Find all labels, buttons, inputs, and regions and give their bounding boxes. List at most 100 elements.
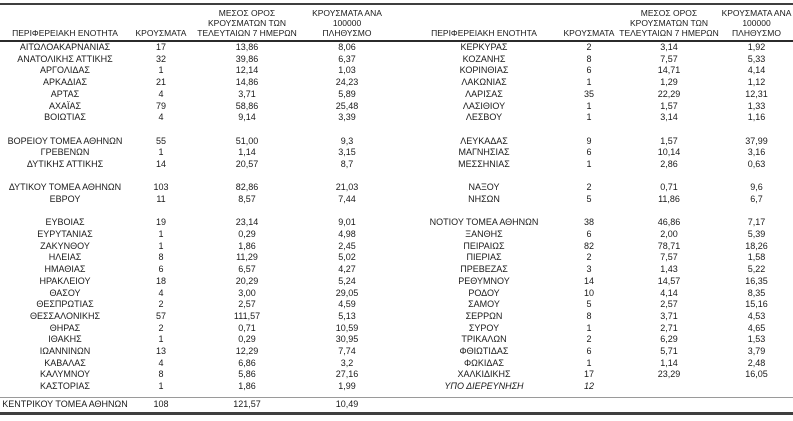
right-cases-cell: [560, 206, 618, 218]
column-gap: [392, 206, 408, 218]
left-per100k-cell: 8,06: [338, 42, 356, 53]
column-gap: [392, 41, 408, 54]
left-cases-cell: 4: [158, 287, 164, 298]
table-row: ΙΘΑΚΗΣ 1 0,29 30,95 ΤΡΙΚΑΛΩΝ 2 6,29 1,53: [0, 334, 793, 346]
table-row: ΘΗΡΑΣ 2 0,71 10,59 ΣΥΡΟΥ 1 2,71 4,65: [0, 323, 793, 335]
right-avg7-cell: 1,29: [660, 77, 678, 88]
left-cases-cell: 14: [155, 158, 166, 169]
right-region-cell: [408, 171, 560, 183]
column-gap: [392, 217, 408, 229]
left-per100k-cell: 10,59: [335, 322, 359, 333]
column-gap: [392, 276, 408, 288]
left-avg7-cell: 1,14: [238, 147, 256, 158]
left-region-cell: ΕΥΒΟΙΑΣ: [45, 217, 85, 228]
right-per100k-cell: [720, 171, 793, 183]
left-cases-cell: 6: [158, 264, 164, 275]
left-cases-cell: 18: [155, 275, 166, 286]
right-cases-cell: 1: [586, 322, 592, 333]
left-region-cell: ΔΥΤΙΚΟΥ ΤΟΜΕΑ ΑΘΗΝΩΝ: [8, 182, 122, 193]
right-per100k-cell: [720, 381, 793, 393]
right-region-cell: ΞΑΝΘΗΣ: [465, 229, 503, 240]
table-row: ΕΒΡΟΥ 11 8,57 7,44 ΝΗΣΩΝ 5 11,86 6,7: [0, 194, 793, 206]
table-row: ΔΥΤΙΚΟΥ ΤΟΜΕΑ ΑΘΗΝΩΝ 103 82,86 21,03 ΝΑΞΟΥ 2 0…: [0, 182, 793, 194]
left-per100k-cell: 8,7: [340, 158, 354, 169]
column-gap: [392, 171, 408, 183]
header-per100k-left: ΚΡΟΥΣΜΑΤΑ ΑΝΑ 100000 ΠΛΗΘΥΣΜΟ: [302, 5, 392, 42]
right-cases-cell: 8: [586, 310, 592, 321]
right-per100k-cell: 16,05: [745, 369, 768, 380]
right-region-cell: ΜΕΣΣΗΝΙΑΣ: [458, 158, 510, 169]
left-avg7-cell: [192, 171, 302, 183]
right-cases-cell: 2: [586, 182, 592, 193]
left-per100k-cell: 29,05: [335, 287, 359, 298]
left-per100k-cell: 5,13: [338, 310, 356, 321]
right-region-cell: ΚΕΡΚΥΡΑΣ: [460, 42, 508, 53]
right-cases-cell: 6: [586, 345, 592, 356]
left-region-cell: ΘΕΣΣΑΛΟΝΙΚΗΣ: [29, 310, 101, 321]
left-cases-cell: 1: [158, 147, 164, 158]
header-region-right: ΠΕΡΙΦΕΡΕΙΑΚΗ ΕΝΟΤΗΤΑ: [408, 5, 560, 42]
left-cases-cell: 1: [158, 229, 164, 240]
left-cases-cell: 2: [158, 322, 164, 333]
table-row: ΔΥΤΙΚΗΣ ΑΤΤΙΚΗΣ 14 20,57 8,7 ΜΕΣΣΗΝΙΑΣ 1 2,86 0…: [0, 159, 793, 171]
right-cases-cell: 12: [583, 381, 594, 392]
left-region-cell: ΙΩΑΝΝΙΝΩΝ: [39, 345, 91, 356]
right-per100k-cell: 5,33: [747, 53, 766, 64]
right-region-cell: ΛΕΥΚΑΔΑΣ: [460, 135, 508, 146]
right-cases-cell: 2: [586, 42, 592, 53]
left-cases-cell: 17: [155, 42, 166, 53]
right-cases-cell: 8: [586, 53, 592, 64]
table-body: ΑΙΤΩΛΟΑΚΑΡΝΑΝΙΑΣ 17 13,86 8,06 ΚΕΡΚΥΡΑΣ 2 3,14…: [0, 41, 793, 393]
right-region-cell: [408, 206, 560, 218]
column-gap: [392, 346, 408, 358]
left-region-cell: ΚΑΒΑΛΑΣ: [44, 357, 86, 368]
left-region-cell: ΕΥΡΥΤΑΝΙΑΣ: [37, 229, 93, 240]
right-cases-cell: 1: [586, 100, 592, 111]
left-region-cell: ΑΧΑΪΑΣ: [48, 100, 82, 111]
left-cases-cell: 1: [158, 334, 164, 345]
left-region-cell: ΑΡΓΟΛΙΔΑΣ: [40, 65, 90, 76]
right-cases-cell: 1: [586, 357, 592, 368]
left-avg7-cell: 3,71: [238, 88, 256, 99]
right-avg7-cell: 1,57: [660, 100, 678, 111]
left-avg7-cell: 11,29: [236, 252, 258, 263]
right-avg7-cell: 10,14: [657, 147, 681, 158]
right-per100k-cell: 9,6: [750, 182, 763, 193]
table-row: ΘΕΣΠΡΩΤΙΑΣ 2 2,57 4,59 ΣΑΜΟΥ 5 2,57 15,16: [0, 299, 793, 311]
left-per100k-cell: [302, 124, 392, 136]
right-cases-cell: 1: [586, 158, 592, 169]
left-per100k-cell: [302, 206, 392, 218]
regional-units-table: ΠΕΡΙΦΕΡΕΙΑΚΗ ΕΝΟΤΗΤΑ ΚΡΟΥΣΜΑΤΑ ΜΕΣΟΣ ΟΡΟ…: [0, 5, 793, 411]
left-avg7-cell: 5,86: [238, 369, 256, 380]
left-cases-cell: 4: [158, 88, 164, 99]
total-empty-cell: [392, 396, 793, 411]
right-avg7-cell: 4,14: [660, 287, 678, 298]
left-per100k-cell: 7,74: [338, 345, 356, 356]
table-row: ΕΥΡΥΤΑΝΙΑΣ 1 0,29 4,98 ΞΑΝΘΗΣ 6 2,00 5,39: [0, 229, 793, 241]
left-cases-cell: 1: [158, 240, 164, 251]
right-cases-cell: 82: [583, 240, 594, 251]
right-region-cell: ΚΟΖΑΝΗΣ: [462, 53, 506, 64]
left-region-cell: ΑΡΚΑΔΙΑΣ: [42, 77, 88, 88]
table-row: ΖΑΚΥΝΘΟΥ 1 1,86 2,45 ΠΕΙΡΑΙΩΣ 82 78,71 18,26: [0, 241, 793, 253]
right-per100k-cell: 2,48: [747, 357, 766, 368]
left-cases-cell: [130, 171, 192, 183]
left-region-cell: ΑΙΤΩΛΟΑΚΑΡΝΑΝΙΑΣ: [19, 42, 111, 53]
left-per100k-cell: 6,37: [338, 53, 356, 64]
left-per100k-cell: 24,23: [335, 77, 359, 88]
left-cases-cell: 11: [156, 194, 166, 205]
column-gap: [392, 287, 408, 299]
right-cases-cell: 6: [586, 65, 592, 76]
left-per100k-cell: [302, 171, 392, 183]
column-gap: [392, 241, 408, 253]
left-per100k-cell: 5,02: [338, 252, 356, 263]
left-cases-cell: 2: [158, 299, 164, 310]
left-avg7-cell: 20,29: [235, 275, 259, 286]
left-per100k-cell: 2,45: [338, 240, 356, 251]
left-cases-cell: 57: [155, 310, 166, 321]
left-cases-cell: 32: [155, 53, 166, 64]
left-per100k-cell: 9,01: [338, 217, 356, 228]
right-avg7-cell: 23,29: [657, 369, 681, 380]
left-cases-cell: 4: [158, 112, 164, 123]
